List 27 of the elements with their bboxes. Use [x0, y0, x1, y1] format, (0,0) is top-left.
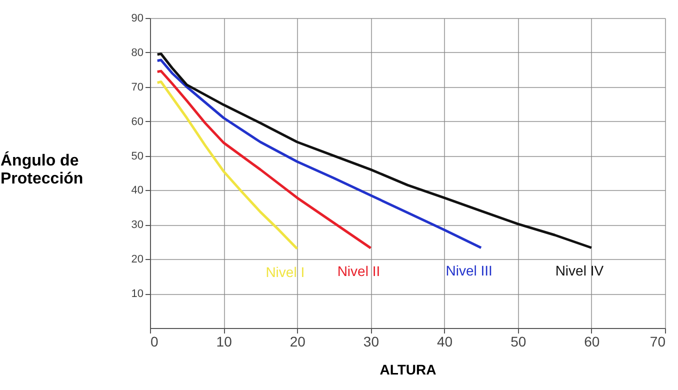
line-series: [156, 58, 482, 249]
x-tick-label: 20: [290, 334, 306, 350]
y-tick-label: 20: [131, 254, 144, 266]
x-tick-label: 70: [650, 334, 666, 350]
series-label: Nivel IV: [555, 262, 604, 279]
series-label: Nivel III: [446, 262, 492, 279]
y-tick-label: 10: [131, 288, 144, 300]
x-tick-label: 50: [510, 334, 526, 350]
x-tick-label: 40: [436, 334, 453, 350]
x-tick-label: 0: [150, 334, 158, 350]
y-tick-label: 50: [131, 150, 144, 162]
x-tick-label: 10: [216, 334, 232, 350]
y-tick-label: 30: [131, 219, 144, 232]
y-tick-label: 80: [131, 46, 144, 59]
y-tick-label: 40: [131, 184, 144, 197]
line-series: [156, 70, 372, 250]
line-series: [156, 52, 593, 249]
series-label: Nivel II: [337, 263, 380, 280]
x-tick-label: 60: [584, 334, 600, 350]
line-series: [156, 80, 298, 250]
y-tick-label: 70: [131, 81, 144, 94]
x-axis-title: ALTURA: [380, 362, 436, 378]
x-tick-label: 30: [363, 334, 380, 350]
series-label: Nivel I: [266, 264, 305, 280]
y-tick-label: 90: [131, 12, 144, 24]
y-tick-label: 60: [131, 116, 144, 128]
y-axis-title: Ángulo de Protección: [0, 150, 84, 188]
